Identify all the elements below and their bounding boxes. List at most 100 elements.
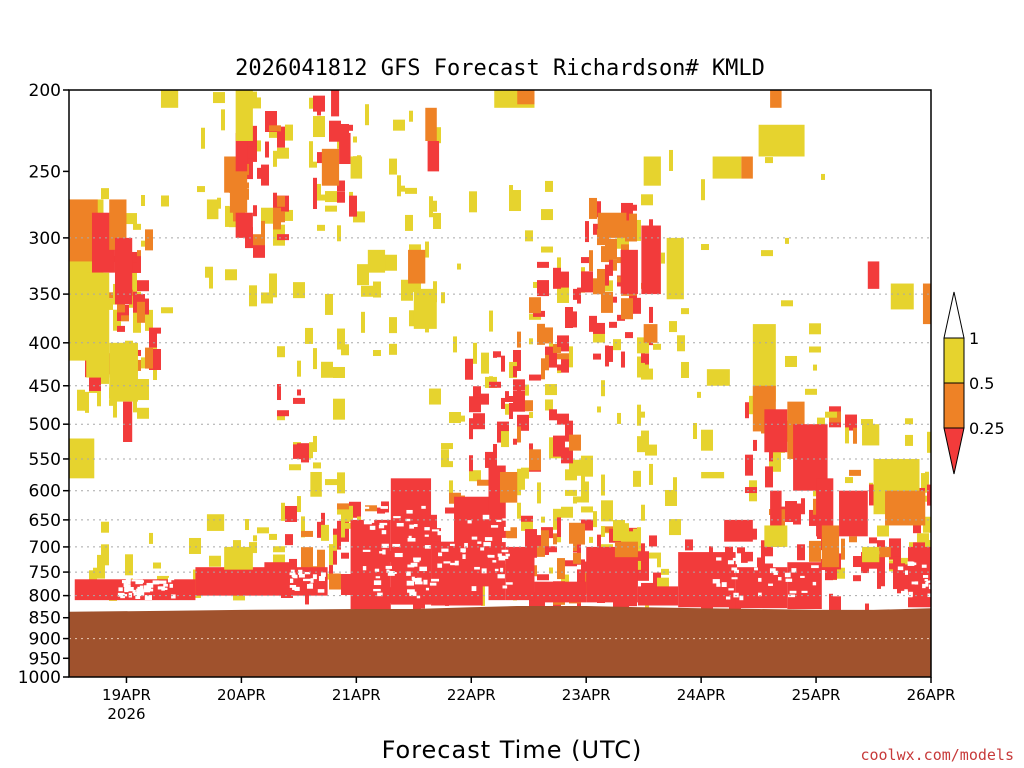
ri-cell-scatter — [513, 366, 517, 378]
ri-region — [229, 171, 248, 213]
ri-cell-scatter — [333, 398, 345, 420]
ri-cell-scatter — [389, 343, 397, 355]
speckle-hole — [471, 536, 478, 540]
ri-region — [770, 490, 782, 547]
ri-region — [701, 471, 725, 479]
ri-cell-scatter — [537, 482, 541, 504]
ri-cell-scatter — [569, 459, 581, 476]
ri-cell-scatter — [809, 323, 821, 335]
ri-cell-scatter — [541, 209, 553, 221]
ri-cell-scatter — [501, 431, 509, 448]
speckle-hole — [363, 520, 372, 525]
ri-cell-scatter — [589, 197, 597, 219]
ri-region — [534, 581, 587, 603]
ri-cell-scatter — [137, 379, 149, 401]
ri-cell-scatter — [557, 364, 561, 371]
ri-cell-scatter — [569, 522, 581, 544]
ri-region — [879, 546, 891, 558]
ri-cell-scatter — [581, 455, 593, 477]
ri-region — [821, 525, 840, 568]
x-tick-label: 26APR — [907, 686, 956, 704]
ri-cell-scatter — [245, 145, 257, 162]
ri-cell-scatter — [313, 435, 317, 452]
ri-region — [109, 199, 127, 250]
speckle-hole — [501, 556, 509, 559]
ri-cell-scatter — [97, 372, 109, 384]
ri-cell-scatter — [649, 306, 653, 323]
speckle-hole — [392, 543, 401, 547]
speckle-hole — [362, 566, 367, 571]
ri-cell-scatter — [741, 551, 753, 563]
ri-cell-scatter — [605, 238, 617, 260]
ri-cell-scatter — [593, 278, 605, 295]
ri-cell-scatter — [121, 315, 129, 322]
ri-cell-scatter — [537, 280, 549, 297]
ri-cell-scatter — [441, 443, 453, 450]
ri-cell-scatter — [333, 366, 345, 378]
ri-cell-scatter — [781, 300, 793, 307]
ri-cell-scatter — [473, 342, 477, 364]
ri-cell-scatter — [529, 297, 541, 314]
ri-region — [500, 471, 518, 503]
ri-cell-scatter — [349, 195, 357, 217]
ri-cell-scatter — [545, 354, 549, 361]
ri-cell-scatter — [217, 197, 221, 209]
speckle-hole — [123, 594, 128, 597]
ri-cell-scatter — [489, 310, 493, 332]
ri-region — [123, 401, 133, 442]
ri-cell-scatter — [701, 244, 709, 251]
speckle-hole — [152, 580, 160, 585]
ri-cell-scatter — [285, 209, 293, 221]
ri-cell-scatter — [753, 439, 757, 451]
ri-cell-scatter — [325, 205, 337, 212]
plot-frame — [68, 89, 932, 678]
ri-cell-scatter — [249, 542, 257, 554]
ri-cell-scatter — [405, 187, 417, 194]
y-tick-label: 650 — [29, 511, 61, 531]
speckle-hole — [408, 535, 412, 540]
speckle-hole — [364, 506, 370, 509]
speckle-hole — [137, 586, 142, 591]
speckle-hole — [386, 569, 390, 573]
ri-cell-scatter — [805, 388, 817, 395]
speckle-hole — [424, 527, 430, 531]
ri-cell-scatter — [469, 396, 481, 413]
speckle-hole — [437, 563, 443, 568]
speckle-hole — [904, 589, 908, 593]
ri-region — [408, 249, 426, 284]
ri-cell-scatter — [889, 538, 901, 560]
speckle-hole — [139, 585, 144, 591]
ri-cell-scatter — [927, 484, 931, 506]
ri-cell-scatter — [557, 413, 569, 425]
speckle-hole — [304, 571, 311, 575]
ri-cell-scatter — [505, 395, 513, 402]
ri-cell-scatter — [277, 410, 289, 417]
speckle-hole — [289, 585, 297, 588]
speckle-hole — [406, 509, 413, 514]
ri-cell-scatter — [325, 191, 337, 203]
ri-cell-scatter — [273, 546, 285, 553]
ri-cell-scatter — [101, 544, 109, 566]
y-tick-label: 800 — [29, 587, 61, 607]
ri-cell-scatter — [601, 525, 605, 537]
ri-cell-scatter — [609, 321, 617, 328]
speckle-hole — [502, 518, 510, 521]
speckle-hole — [429, 582, 437, 586]
speckle-hole — [487, 554, 492, 558]
ri-cell-scatter — [621, 351, 625, 368]
ri-region — [109, 342, 138, 402]
ri-region — [413, 288, 437, 329]
ri-cell-scatter — [253, 205, 257, 217]
ri-cell-scatter — [325, 293, 333, 315]
y-tick-label: 450 — [29, 377, 61, 397]
ri-region — [367, 249, 386, 273]
speckle-hole — [123, 583, 129, 587]
ri-cell-scatter — [145, 309, 153, 331]
ri-region — [706, 369, 730, 386]
ri-cell-scatter — [137, 250, 141, 257]
speckle-hole — [320, 572, 326, 577]
speckle-hole — [292, 587, 297, 590]
ri-cell-scatter — [569, 346, 573, 368]
ri-cell-scatter — [337, 225, 341, 242]
speckle-hole — [480, 547, 485, 551]
